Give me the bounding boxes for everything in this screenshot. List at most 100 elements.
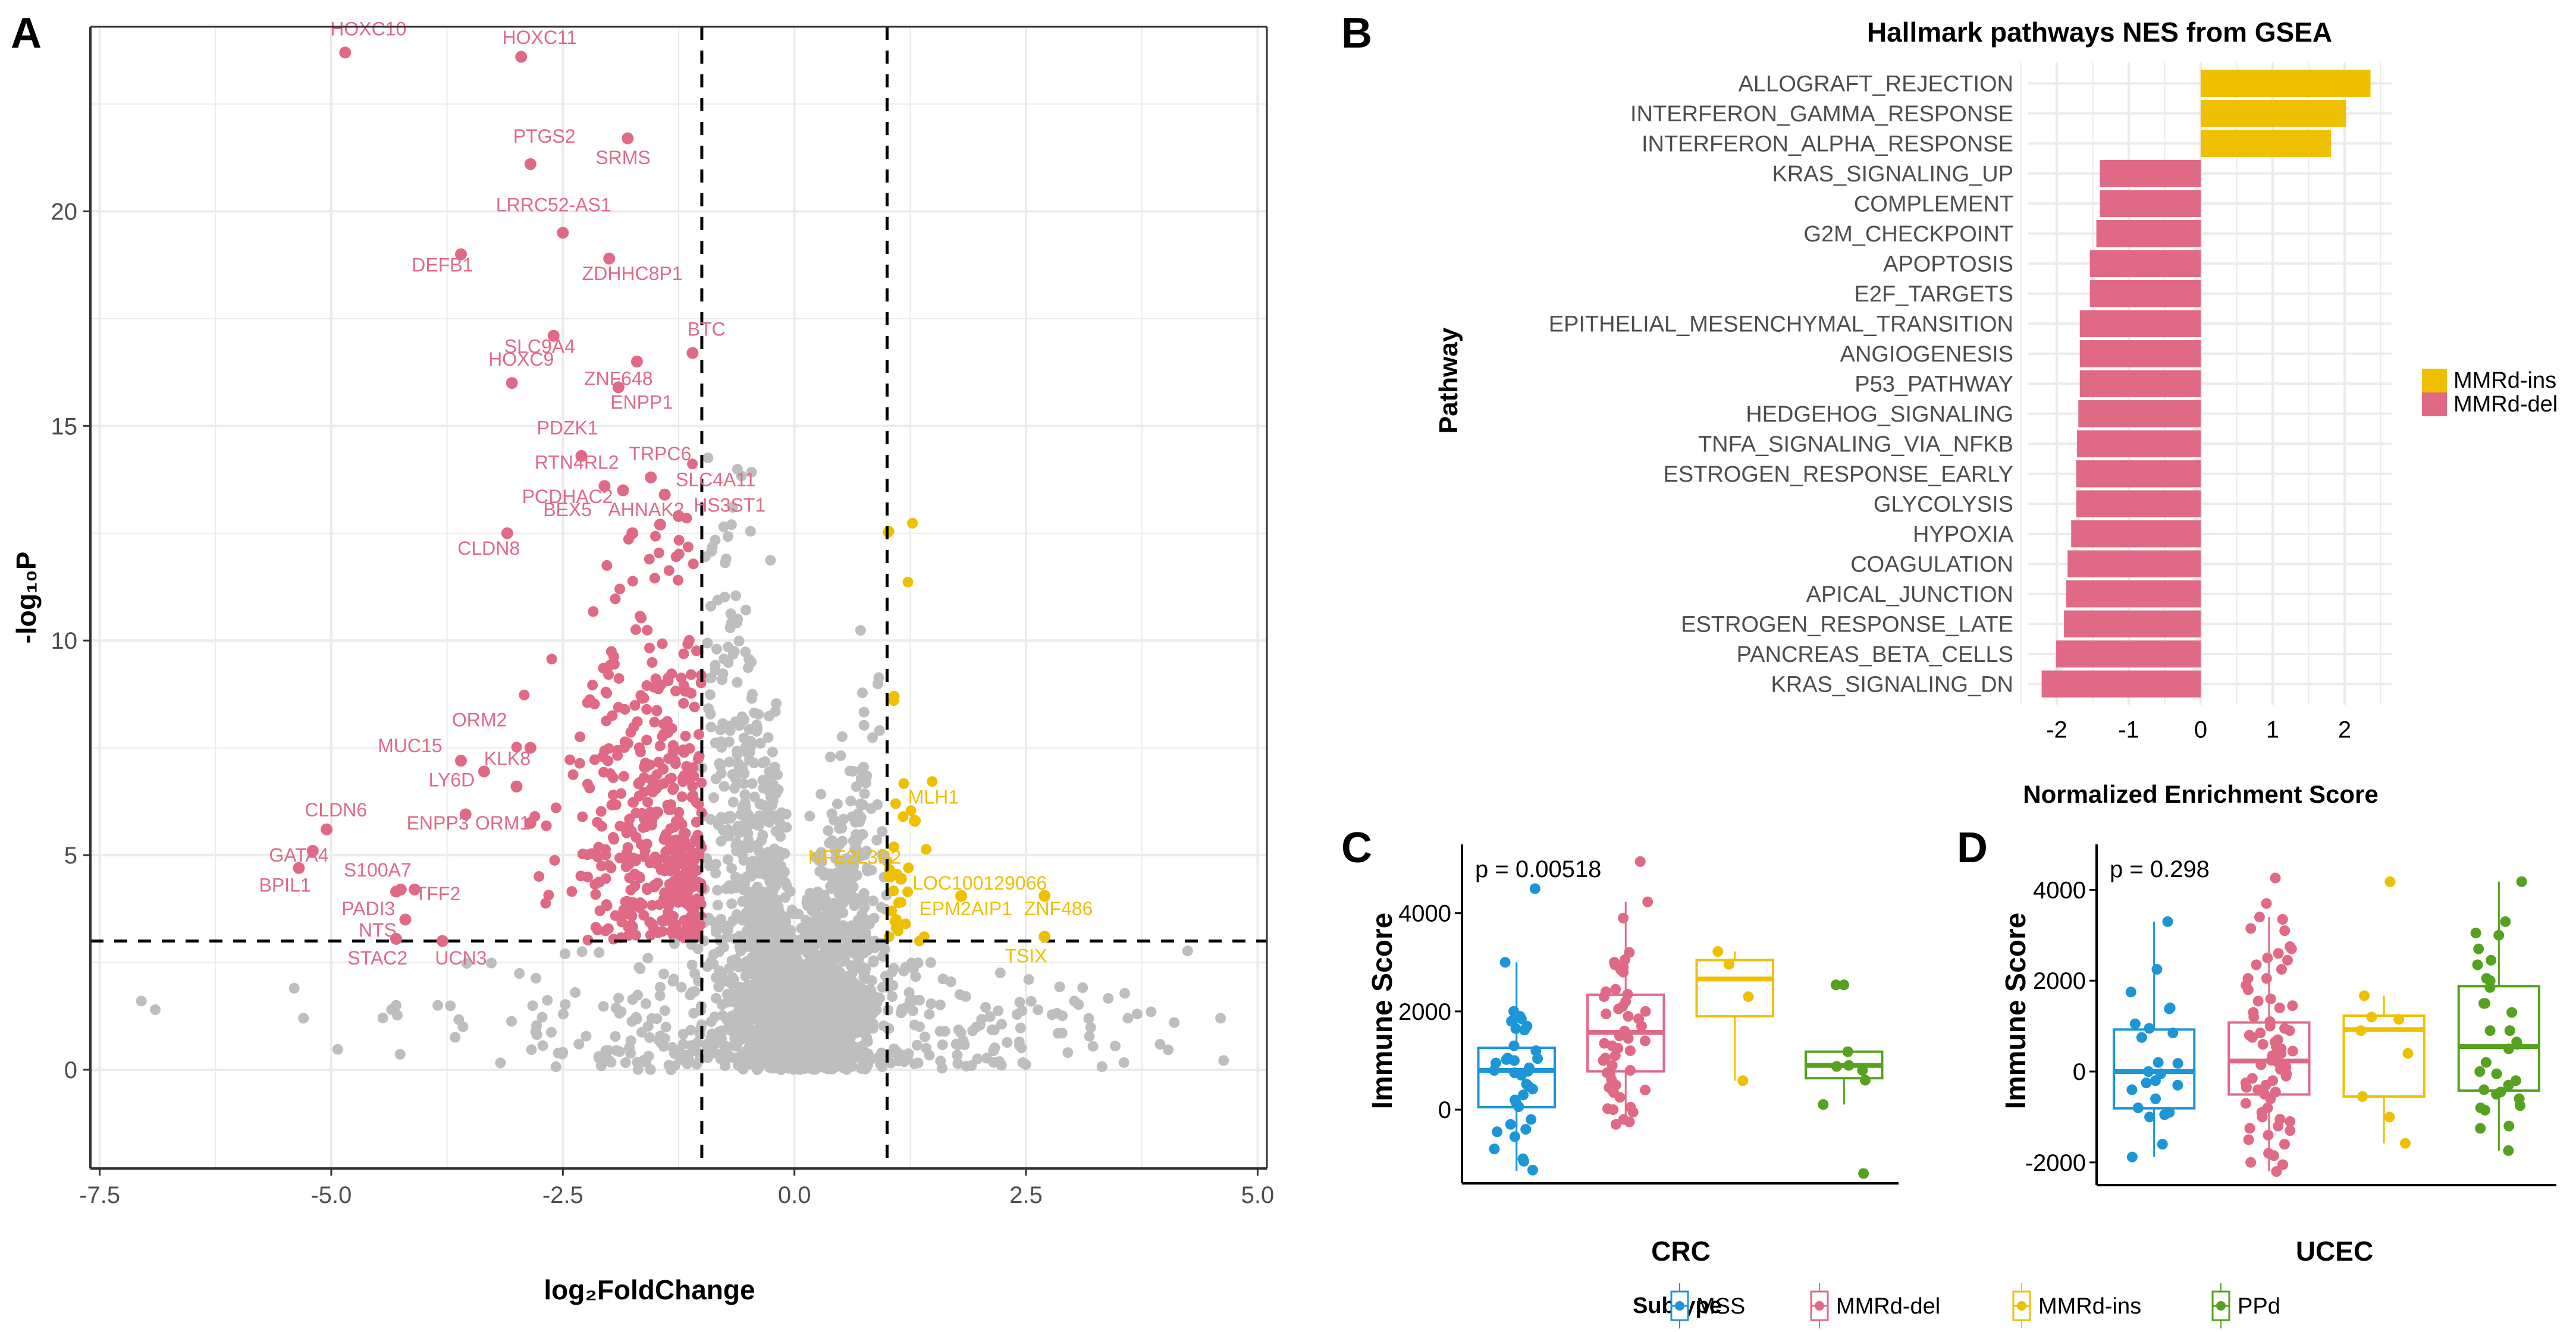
volcano-point (679, 770, 690, 781)
gsea-pathway-label: ESTROGEN_RESPONSE_LATE (1681, 612, 2013, 637)
volcano-point (622, 738, 633, 749)
boxplot-point (2251, 959, 2262, 970)
gene-label: S100A7 (344, 859, 412, 881)
volcano-point (627, 797, 639, 808)
gsea-bar (2079, 340, 2201, 367)
volcano-point (605, 659, 616, 671)
volcano-point (895, 1051, 906, 1063)
volcano-point (739, 789, 751, 800)
volcano-point (727, 796, 739, 808)
volcano-point (610, 593, 621, 605)
volcano-point (767, 746, 778, 758)
gsea-bars (2041, 70, 2371, 698)
volcano-point (600, 844, 611, 855)
volcano-point (332, 1044, 343, 1055)
boxplot-point (1513, 1101, 1524, 1113)
volcano-point (888, 885, 899, 897)
volcano-point (709, 1011, 720, 1023)
volcano-point (685, 1025, 696, 1036)
gsea-pathway-label: COMPLEMENT (1854, 191, 2013, 216)
volcano-point (760, 1048, 771, 1060)
volcano-point (761, 907, 773, 919)
volcano-point (689, 701, 700, 712)
gene-label: BTC (688, 319, 726, 340)
volcano-point (895, 897, 906, 908)
gsea-bar (2056, 640, 2201, 668)
volcano-point (785, 972, 796, 983)
gene-label: ENPP3 (407, 812, 469, 834)
volcano-labeled-point (603, 252, 616, 265)
volcano-point (858, 706, 870, 718)
gsea-bar (2064, 610, 2201, 637)
volcano-point (1118, 1057, 1129, 1068)
boxplot-point (2479, 1104, 2490, 1116)
volcano-point (692, 753, 704, 765)
volcano-point (996, 1019, 1007, 1030)
volcano-point (546, 654, 557, 665)
gene-label: TSIX (1005, 945, 1047, 967)
volcano-point (745, 930, 756, 941)
volcano-point (298, 1013, 309, 1024)
volcano-point (682, 1058, 693, 1069)
gene-label: LOC100129066 (912, 872, 1047, 894)
boxplot-point (2276, 964, 2287, 975)
volcano-point (676, 982, 687, 993)
volcano-point (741, 604, 752, 615)
volcano-labeled-point (654, 519, 666, 531)
volcano-point (559, 948, 570, 960)
gene-label: LRRC52-AS1 (496, 194, 611, 215)
volcano-point (450, 1032, 461, 1043)
boxplot-point (2366, 1011, 2377, 1023)
gene-label: PTGS2 (513, 125, 576, 147)
volcano-point (827, 975, 839, 986)
volcano-point (506, 1016, 517, 1027)
volcano-point (694, 1029, 705, 1040)
boxplot-point (2243, 1134, 2254, 1145)
volcano-point (652, 683, 664, 695)
boxplot-point (1858, 1168, 1869, 1179)
boxplot-point (2486, 954, 2497, 966)
volcano-point (630, 624, 641, 635)
volcano-point (751, 818, 762, 830)
boxplot-point (2286, 943, 2297, 954)
volcano-point (747, 894, 758, 905)
boxplot-point (1489, 1143, 1500, 1155)
boxplot-point (1737, 1075, 1749, 1086)
volcano-point (1096, 1061, 1107, 1072)
volcano-point (1052, 1028, 1063, 1039)
gsea-bar (2201, 130, 2332, 157)
volcano-point (694, 729, 705, 740)
volcano-point (871, 834, 883, 846)
gene-label: PCDHAC2 (522, 486, 613, 507)
boxplot-point (2506, 1007, 2518, 1018)
volcano-point (754, 1004, 765, 1016)
volcano-point (911, 1039, 923, 1051)
volcano-point (527, 1000, 538, 1011)
boxplot-point (2157, 1139, 2168, 1150)
volcano-point (613, 673, 625, 684)
volcano-point (687, 458, 698, 470)
gene-label: ORM1 (475, 812, 530, 834)
volcano-point (851, 829, 862, 840)
volcano-point (763, 732, 774, 743)
subtype-legend-label: MMRd-ins (2038, 1294, 2141, 1319)
volcano-point (1077, 982, 1088, 993)
volcano-point (751, 884, 762, 896)
volcano-point (792, 992, 804, 1004)
volcano-point (607, 789, 619, 800)
gsea-x-tick-label: -1 (2118, 717, 2139, 743)
volcano-labeled-point (598, 480, 611, 492)
volcano-point (683, 859, 694, 870)
volcano-point (726, 863, 738, 874)
volcano-point (742, 871, 753, 882)
volcano-point (537, 1040, 548, 1051)
legend-key-point (2216, 1301, 2226, 1311)
volcano-point (994, 1056, 1005, 1067)
volcano-point (851, 870, 862, 881)
volcano-point (739, 1055, 750, 1067)
boxplot-point (2159, 1109, 2170, 1120)
volcano-point (862, 865, 873, 877)
volcano-point (641, 680, 652, 691)
boxplot-point (1857, 1065, 1868, 1076)
volcano-point (1083, 1013, 1094, 1024)
